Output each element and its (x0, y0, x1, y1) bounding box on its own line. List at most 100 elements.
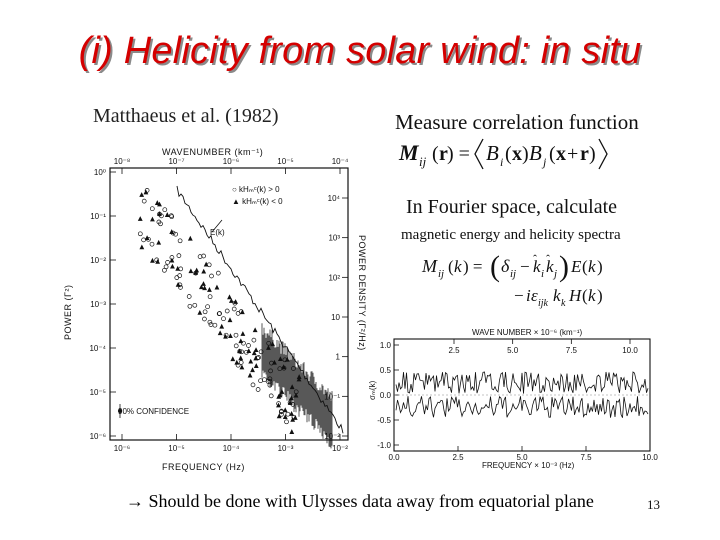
confidence-label: 90% CONFIDENCE (118, 407, 189, 416)
left-plot-right-tick: 1 (336, 353, 341, 362)
svg-text:δ: δ (501, 256, 510, 276)
right-plot-top-tick: 2.5 (448, 346, 460, 355)
svg-text:k: k (588, 286, 596, 305)
svg-text:ij: ij (419, 154, 427, 169)
svg-text:k: k (588, 257, 596, 276)
svg-text:i: i (541, 268, 544, 280)
right-plot-bottom-tick: 5.0 (516, 453, 528, 462)
svg-text:B: B (486, 141, 499, 165)
helicity-trace-upper (395, 371, 649, 394)
svg-text:(: ( (432, 143, 439, 165)
svg-text:(: ( (582, 257, 588, 276)
left-plot-top-tick: 10⁻⁷ (168, 157, 184, 166)
right-plot-bottom-tick: 0.0 (388, 453, 400, 462)
left-plot-left-tick: 10⁻² (90, 256, 106, 265)
right-plot-top-tick: 5.0 (507, 346, 519, 355)
svg-text:k: k (533, 257, 541, 276)
left-plot-right-axis-label: POWER DENSITY (Γ²/Hz) (357, 235, 367, 351)
svg-text:k: k (561, 298, 566, 309)
page-number: 13 (647, 497, 660, 512)
svg-text:(: ( (490, 250, 500, 283)
left-plot-top-tick: 10⁻⁴ (332, 157, 349, 166)
svg-text:r: r (439, 143, 448, 165)
svg-text:ijk: ijk (538, 298, 549, 309)
svg-text:+: + (567, 143, 578, 165)
left-plot-top-tick: 10⁻⁸ (114, 157, 131, 166)
correlation-formula: M ij ( r ) = B i ( x ) B j ( x + r ) (398, 138, 608, 170)
left-plot-right-tick: 10² (328, 273, 340, 282)
legend-negative-helicity: ▲ kHₘᶜ(k) < 0 (232, 197, 283, 206)
svg-text:ε: ε (531, 286, 538, 305)
svg-text:): ) (597, 257, 603, 276)
helicity-trace-lower (395, 395, 649, 418)
svg-text:r: r (580, 143, 589, 165)
left-plot-bottom-tick: 10⁻³ (278, 444, 294, 453)
left-plot-left-tick: 10⁻⁵ (90, 388, 106, 397)
left-plot-bottom-axis-label: FREQUENCY (Hz) (162, 462, 245, 472)
footer-text: Should be done with Ulysses data away fr… (148, 491, 594, 511)
svg-text:x: x (556, 143, 566, 165)
svg-text:) =: ) = (463, 257, 483, 276)
left-plot-left-tick: 10⁻¹ (90, 212, 106, 221)
power-spectrum-plot: WAVENUMBER (km⁻¹) 10⁻⁸ 10⁻⁷ 10⁻⁶ 10⁻⁵ 10⁻⁴ F… (63, 147, 367, 472)
svg-text:) =: ) = (447, 143, 470, 165)
svg-text:k: k (454, 257, 462, 276)
arrow-right-icon: → (126, 491, 144, 511)
left-plot-right-tick: 10 (331, 313, 340, 322)
right-plot-top-axis-label: WAVE NUMBER × 10⁻⁶ (km⁻¹) (472, 328, 583, 337)
svg-text:B: B (529, 141, 542, 165)
svg-text:(: ( (448, 257, 454, 276)
left-plot-left-tick: 10⁻⁴ (89, 344, 106, 353)
reference-citation: Matthaeus et al. (1982) (93, 105, 279, 127)
spectral-tensor-formula: M ij ( k ) = ( δ ij − k ˆ i k ˆ j ) E ( … (421, 250, 603, 309)
left-plot-right-tick: 10³ (328, 234, 340, 243)
svg-text:−: − (514, 286, 524, 305)
left-plot-top-axis-label: WAVENUMBER (km⁻¹) (162, 147, 263, 157)
right-plot-top-tick: 10.0 (622, 346, 638, 355)
svg-text:): ) (522, 143, 529, 165)
svg-text:E: E (570, 257, 582, 276)
right-plot-left-tick: 1.0 (380, 341, 392, 350)
left-plot-top-tick: 10⁻⁶ (223, 157, 239, 166)
svg-text:j: j (541, 155, 547, 169)
legend-positive-helicity: ○ kHₘᶜ(k) > 0 (232, 185, 280, 194)
svg-text:k: k (546, 257, 554, 276)
helicity-scatter-points (137, 188, 302, 434)
svg-text:): ) (559, 250, 569, 283)
svg-text:i: i (526, 286, 531, 305)
measure-correlation-text: Measure correlation function (395, 110, 639, 134)
svg-text:x: x (512, 143, 522, 165)
right-plot-left-axis-label: σₘ(k) (368, 380, 377, 400)
high-frequency-noise (261, 323, 333, 449)
right-plot-left-tick: 0.0 (380, 391, 392, 400)
right-plot-left-tick: -0.5 (377, 416, 391, 425)
energy-curve-label: E(k) (210, 228, 225, 237)
svg-text:M: M (398, 140, 420, 165)
right-plot-bottom-axis-label: FREQUENCY × 10⁻³ (Hz) (482, 461, 575, 470)
left-plot-left-tick: 10⁰ (94, 168, 106, 177)
fourier-space-text: In Fourier space, calculate (406, 196, 618, 218)
svg-text:ˆ: ˆ (546, 252, 550, 266)
svg-text:(: ( (505, 143, 512, 165)
right-plot-left-tick: -1.0 (377, 441, 391, 450)
spectra-text: magnetic energy and helicity spectra (401, 227, 621, 243)
slide-title: (i) Helicity from solar wind: in situ (78, 30, 642, 72)
right-plot-bottom-tick: 10.0 (642, 453, 658, 462)
svg-text:−: − (520, 257, 530, 276)
left-plot-right-tick: 10⁴ (328, 194, 341, 203)
svg-text:): ) (589, 143, 596, 165)
svg-text:ˆ: ˆ (533, 252, 537, 266)
left-plot-bottom-tick: 10⁻⁴ (223, 444, 240, 453)
svg-text:ij: ij (438, 268, 444, 280)
left-plot-bottom-tick: 10⁻² (332, 444, 348, 453)
svg-text:): ) (597, 286, 603, 305)
left-plot-bottom-tick: 10⁻⁵ (168, 444, 184, 453)
right-plot-top-tick: 7.5 (566, 346, 578, 355)
svg-text:(: ( (582, 286, 588, 305)
left-plot-left-axis-label: POWER (Γ²) (63, 285, 73, 340)
svg-text:H: H (568, 286, 583, 305)
right-plot-bottom-tick: 2.5 (452, 453, 464, 462)
right-plot-bottom-tick: 7.5 (580, 453, 592, 462)
svg-text:i: i (500, 155, 503, 169)
normalized-helicity-plot: WAVE NUMBER × 10⁻⁶ (km⁻¹) 2.5 5.0 7.5 10.0 … (368, 328, 658, 470)
